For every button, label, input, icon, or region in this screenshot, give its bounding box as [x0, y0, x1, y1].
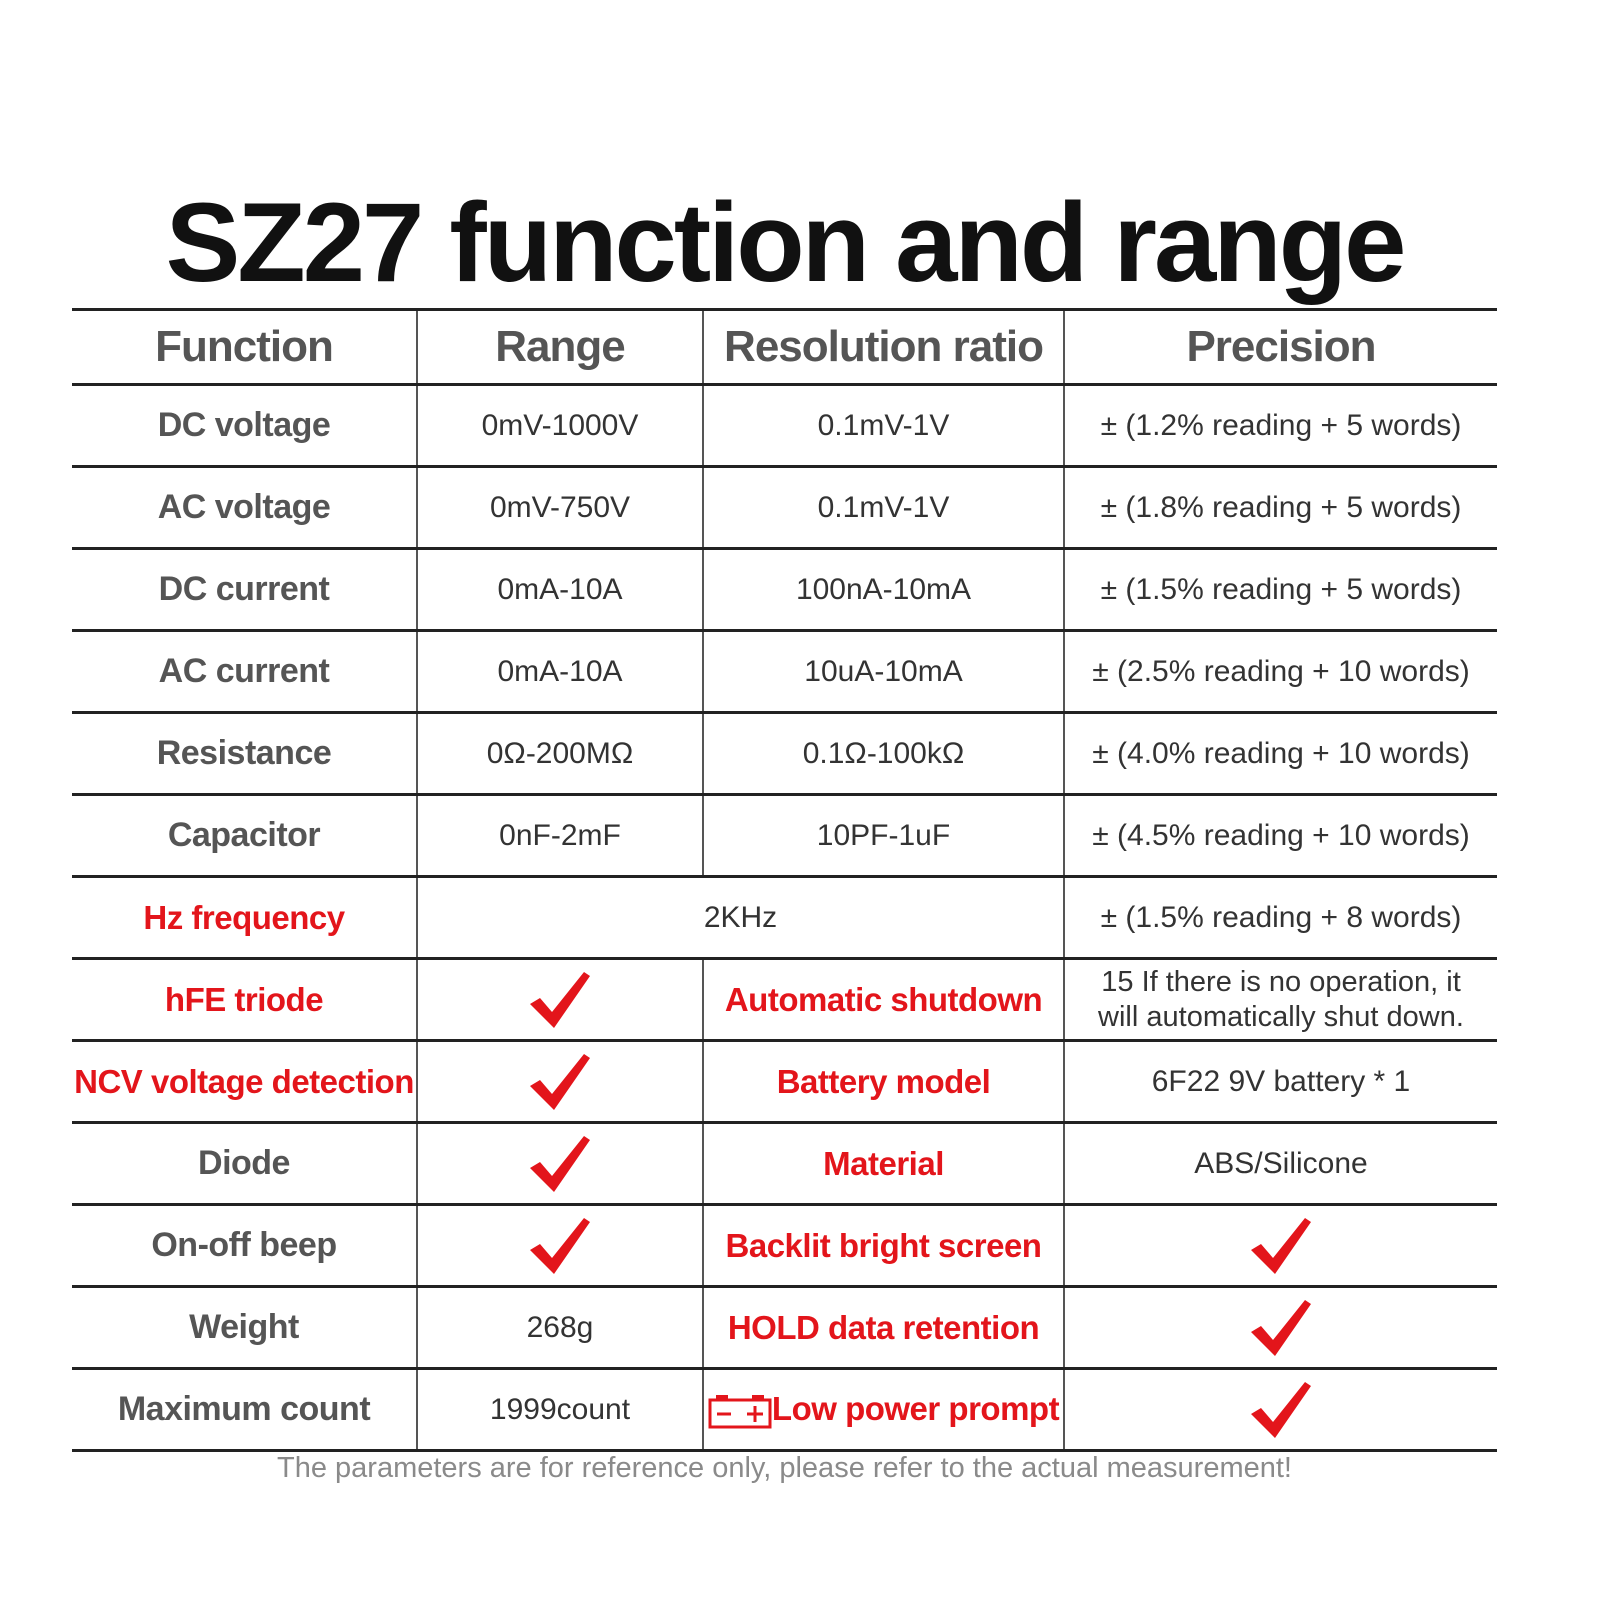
cell: 0mV-1000V [416, 383, 704, 468]
cell: 0.1Ω-100kΩ [702, 711, 1065, 796]
cell: ± (2.5% reading + 10 words) [1063, 629, 1497, 714]
column-header: Function [72, 308, 418, 386]
cell: 0mA-10A [416, 547, 704, 632]
spec-table: Function Range Resolution ratio Precisio… [72, 308, 1497, 1452]
cell: ± (1.5% reading + 8 words) [1063, 875, 1497, 960]
check-icon [530, 971, 590, 1028]
row: Resistance 0Ω-200MΩ 0.1Ω-100kΩ ± (4.0% read… [72, 711, 1497, 796]
cell: Hz frequency [72, 875, 418, 960]
header-row: Function Range Resolution ratio Precisio… [72, 308, 1497, 386]
cell [416, 1039, 704, 1124]
cell: 100nA-10mA [702, 547, 1065, 632]
cell: AC voltage [72, 465, 418, 550]
cell [416, 1121, 704, 1206]
cell: Backlit bright screen [702, 1203, 1065, 1288]
column-header: Resolution ratio [702, 308, 1065, 386]
cell: AC current [72, 629, 418, 714]
cell: 0nF-2mF [416, 793, 704, 878]
cell: 6F22 9V battery * 1 [1063, 1039, 1497, 1124]
cell: ± (4.5% reading + 10 words) [1063, 793, 1497, 878]
cell: 10uA-10mA [702, 629, 1065, 714]
cell [1063, 1203, 1497, 1288]
row: Weight 268g HOLD data retention [72, 1285, 1497, 1370]
column-header: Range [416, 308, 704, 386]
row: Capacitor 0nF-2mF 10PF-1uF ± (4.5% reading … [72, 793, 1497, 878]
cell: Automatic shutdown [702, 957, 1065, 1042]
row: DC voltage 0mV-1000V 0.1mV-1V ± (1.2% readi… [72, 383, 1497, 468]
cell: 1999count [416, 1367, 704, 1452]
cell: ± (4.0% reading + 10 words) [1063, 711, 1497, 796]
cell: Maximum count [72, 1367, 418, 1452]
cell: 2KHz [416, 875, 1065, 960]
cell: On-off beep [72, 1203, 418, 1288]
cell: 0Ω-200MΩ [416, 711, 704, 796]
column-header: Precision [1063, 308, 1497, 386]
cell: NCV voltage detection [72, 1039, 418, 1124]
cell: Battery model [702, 1039, 1065, 1124]
cell: 0mV-750V [416, 465, 704, 550]
check-icon [530, 1217, 590, 1274]
cell: ABS/Silicone [1063, 1121, 1497, 1206]
cell: Diode [72, 1121, 418, 1206]
row: DC current 0mA-10A 100nA-10mA ± (1.5% readi… [72, 547, 1497, 632]
battery-icon [708, 1395, 772, 1429]
check-icon [530, 1053, 590, 1110]
row: Hz frequency 2KHz ± (1.5% reading + 8 wo… [72, 875, 1497, 960]
footer-note: The parameters are for reference only, p… [277, 1452, 1292, 1484]
cell: Resistance [72, 711, 418, 796]
title: SZ27 function and range [165, 180, 1407, 305]
cell: DC current [72, 547, 418, 632]
cell: HOLD data retention [702, 1285, 1065, 1370]
cell [1063, 1285, 1497, 1370]
cell: Low power prompt [702, 1367, 1065, 1452]
check-icon [530, 1135, 590, 1192]
check-icon [1251, 1299, 1311, 1356]
cell: 15 If there is no operation, it will aut… [1063, 957, 1497, 1042]
cell: 0.1mV-1V [702, 383, 1065, 468]
row: On-off beep Backlit bright screen [72, 1203, 1497, 1288]
cell [1063, 1367, 1497, 1452]
row: NCV voltage detection Battery model 6F22… [72, 1039, 1497, 1124]
cell: DC voltage [72, 383, 418, 468]
row: AC current 0mA-10A 10uA-10mA ± (2.5% readin… [72, 629, 1497, 714]
cell [416, 1203, 704, 1288]
row: AC voltage 0mV-750V 0.1mV-1V ± (1.8% readin… [72, 465, 1497, 550]
check-icon [1251, 1217, 1311, 1274]
cell: Weight [72, 1285, 418, 1370]
cell: 10PF-1uF [702, 793, 1065, 878]
row: Maximum count 1999count Low power prompt [72, 1367, 1497, 1452]
cell [416, 957, 704, 1042]
cell: hFE triode [72, 957, 418, 1042]
cell: Capacitor [72, 793, 418, 878]
row: hFE triode Automatic shutdown 15 If ther… [72, 957, 1497, 1042]
cell: Material [702, 1121, 1065, 1206]
cell: 268g [416, 1285, 704, 1370]
cell: ± (1.8% reading + 5 words) [1063, 465, 1497, 550]
cell: ± (1.2% reading + 5 words) [1063, 383, 1497, 468]
cell-text: Low power prompt [771, 1389, 1060, 1427]
cell: 0.1mV-1V [702, 465, 1065, 550]
cell: ± (1.5% reading + 5 words) [1063, 547, 1497, 632]
check-icon [1251, 1381, 1311, 1438]
cell: 0mA-10A [416, 629, 704, 714]
row: Diode Material ABS/Silicone [72, 1121, 1497, 1206]
